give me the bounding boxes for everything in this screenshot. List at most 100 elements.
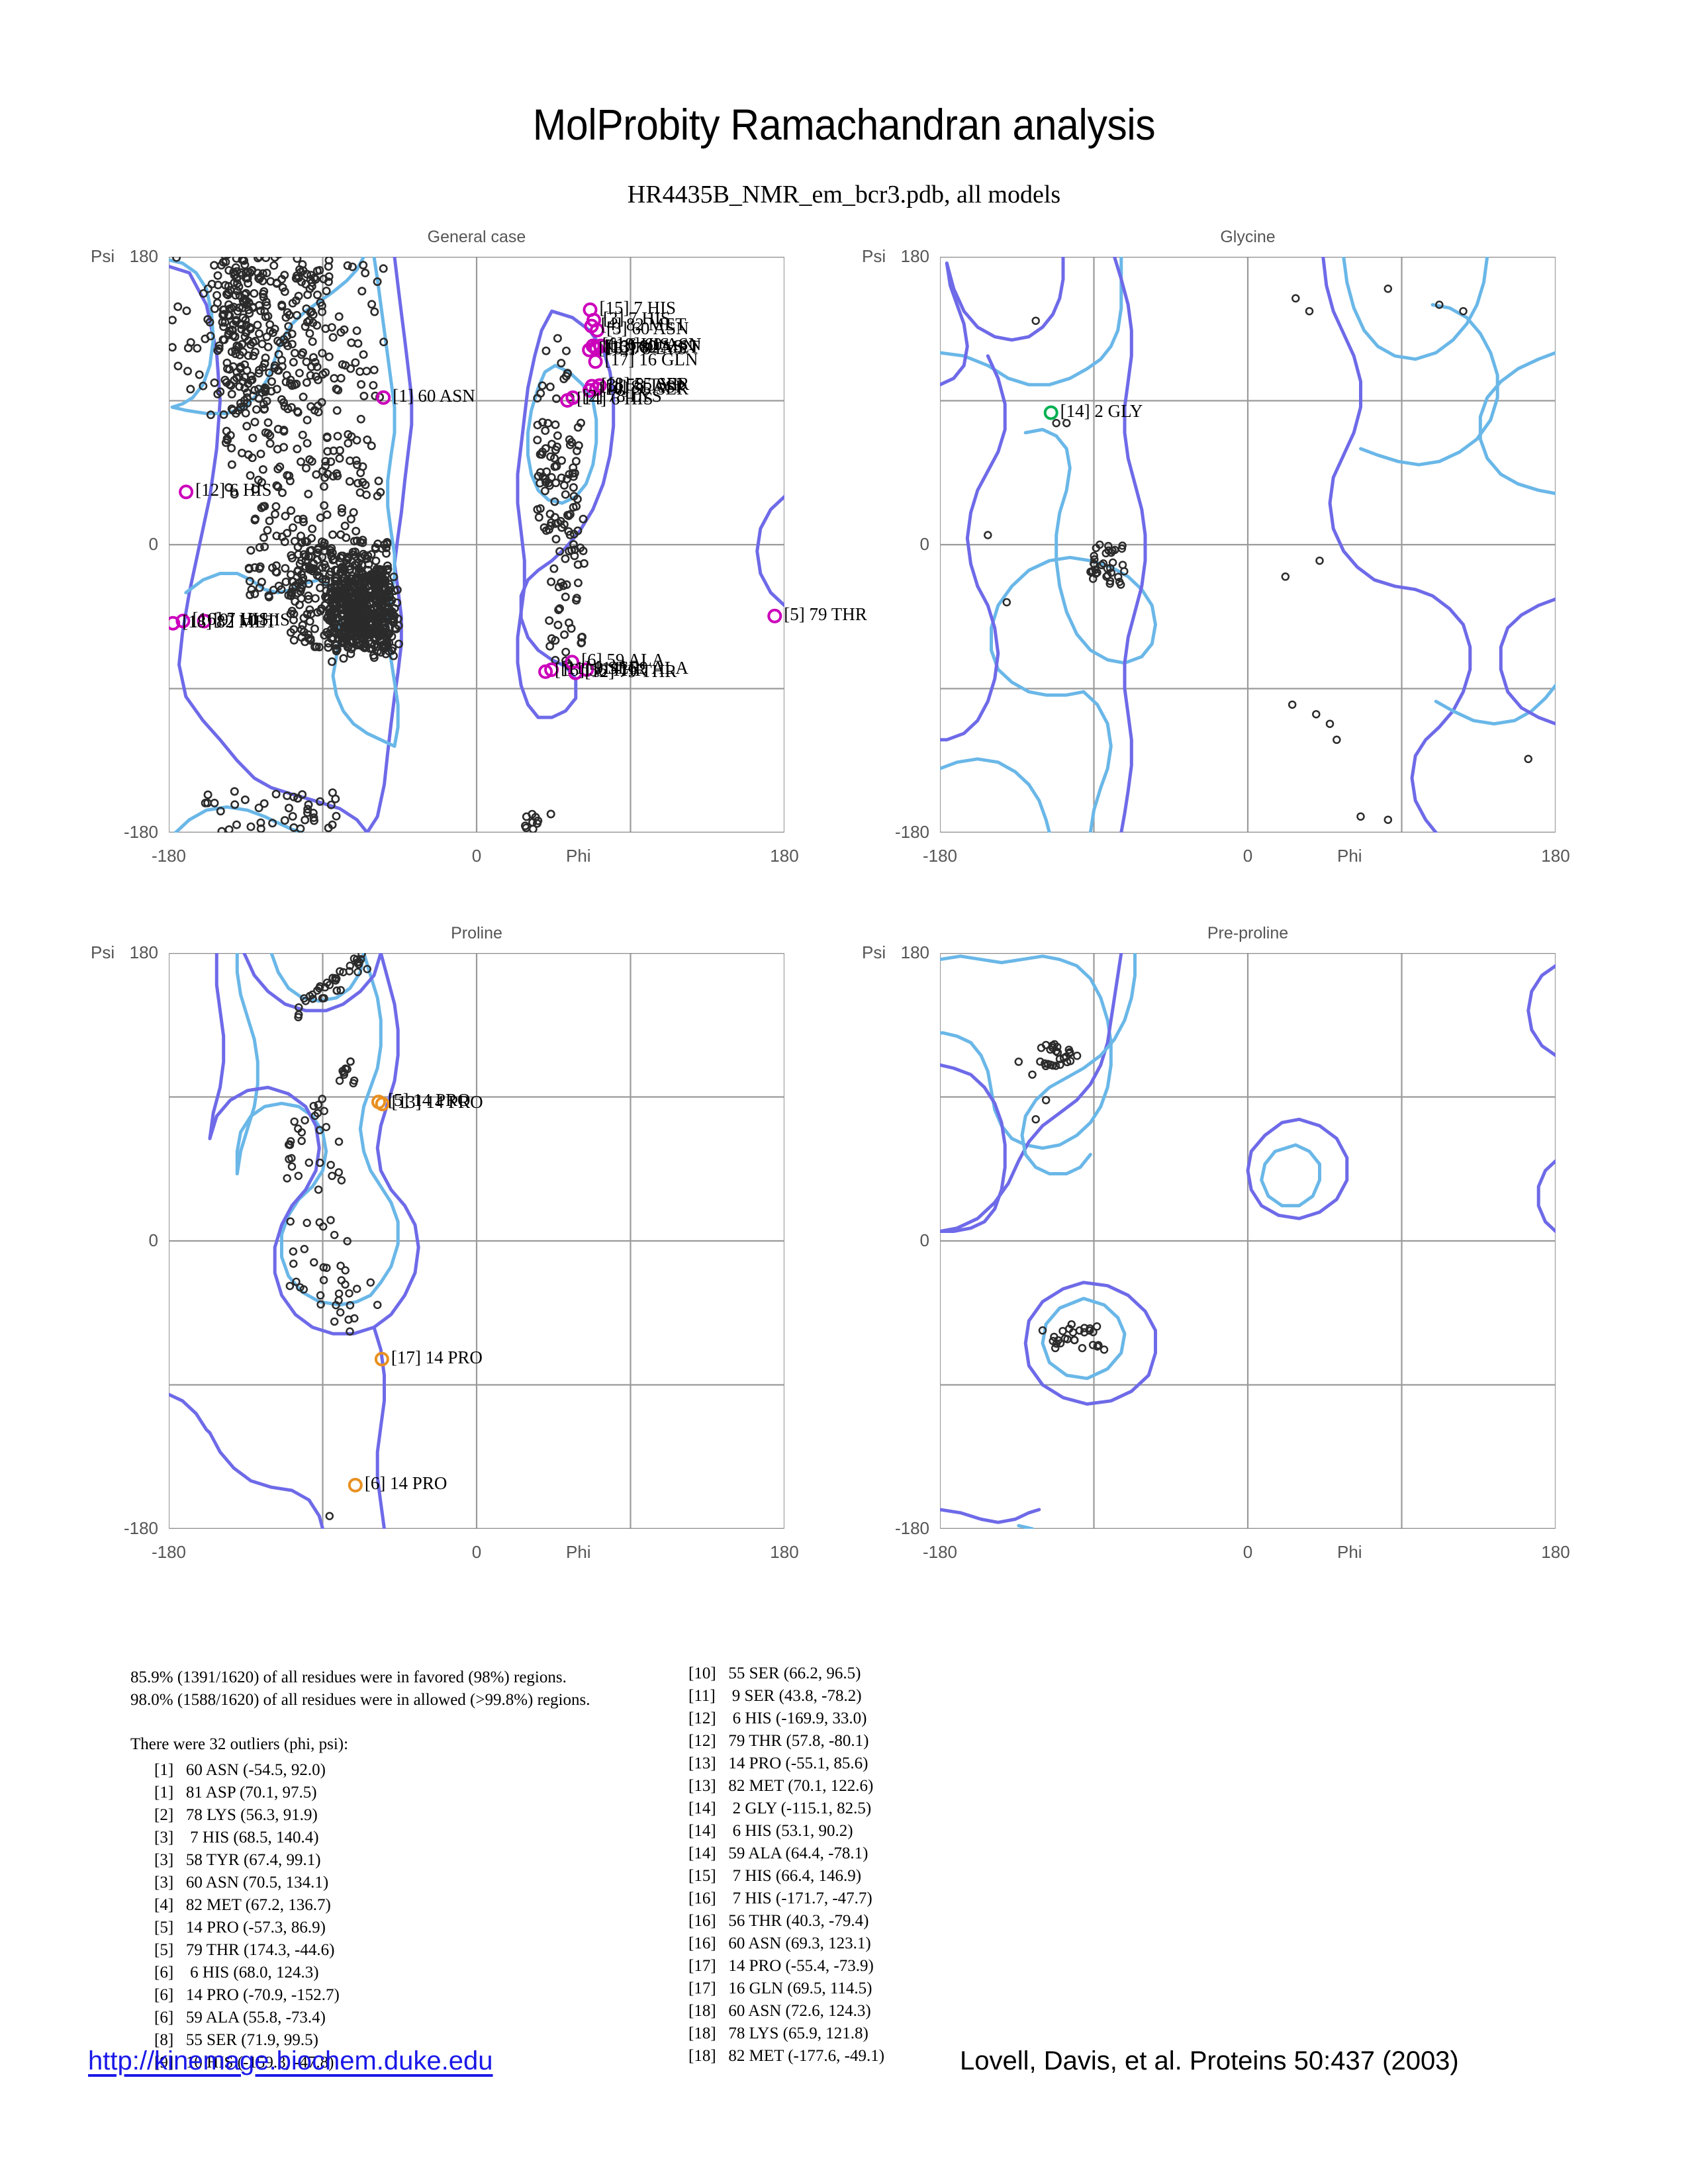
data-point	[348, 262, 357, 271]
outlier-marker[interactable]	[376, 390, 391, 405]
data-point	[289, 523, 298, 532]
data-point	[361, 268, 370, 277]
outlier-marker[interactable]	[583, 383, 597, 398]
gly-favored-far-right	[1478, 351, 1556, 496]
outlier-marker[interactable]	[375, 1097, 390, 1112]
data-point	[193, 343, 202, 353]
stat-favored: 85.9% (1391/1620) of all residues were i…	[130, 1668, 567, 1686]
data-point	[322, 594, 332, 604]
data-point	[533, 505, 542, 514]
outlier-list-item: [9] 10 HIS (-159.3, -47.8)	[154, 2054, 334, 2071]
data-point	[286, 1217, 295, 1226]
x-tick-preproline-2: 180	[1541, 1542, 1570, 1562]
data-point	[284, 1140, 293, 1149]
data-point	[169, 316, 177, 325]
data-point	[299, 348, 308, 357]
data-point	[346, 962, 355, 970]
data-point	[226, 431, 235, 440]
stat-allowed: 98.0% (1588/1620) of all residues were i…	[130, 1691, 590, 1709]
data-point	[261, 353, 270, 363]
data-point	[335, 1076, 344, 1085]
kinemage-link[interactable]: http://kinemage.biochem.duke.edu	[88, 2046, 493, 2075]
outlier-marker[interactable]	[374, 1351, 389, 1367]
data-point	[1066, 1056, 1075, 1066]
data-point	[299, 392, 308, 402]
data-point	[1060, 1334, 1070, 1343]
data-point	[222, 426, 231, 435]
data-point	[307, 307, 316, 316]
outlier-marker[interactable]	[560, 393, 575, 408]
data-point	[286, 628, 295, 637]
data-point	[549, 564, 559, 573]
outlier-marker[interactable]	[589, 381, 604, 396]
outlier-marker[interactable]	[588, 354, 603, 369]
gly-allowed-right-inner	[1321, 257, 1417, 592]
data-point	[214, 344, 224, 353]
data-point	[338, 603, 348, 612]
data-point	[552, 442, 561, 451]
data-point	[254, 269, 263, 278]
data-point	[268, 328, 277, 338]
data-points-layer	[169, 257, 588, 833]
data-point	[234, 406, 243, 415]
data-point	[541, 526, 551, 535]
data-point	[352, 326, 361, 336]
x-axis-label-glycine: Phi	[1337, 846, 1362, 866]
data-point	[260, 542, 269, 551]
outlier-list-item: [14] 6 HIS (53.1, 90.2)	[688, 1822, 853, 1840]
pro-allowed-top	[242, 953, 383, 1013]
outlier-marker[interactable]	[348, 1478, 363, 1492]
data-point	[306, 371, 315, 380]
outlier-marker[interactable]	[590, 322, 605, 338]
outlier-marker[interactable]	[582, 342, 597, 357]
data-point	[232, 820, 242, 829]
data-point	[1356, 812, 1365, 821]
y-tick-proline-1: 0	[148, 1230, 158, 1250]
outlier-marker[interactable]	[538, 664, 553, 679]
outlier-marker[interactable]	[1043, 405, 1058, 420]
data-point	[254, 369, 263, 378]
data-point	[254, 803, 263, 813]
data-point	[1072, 1052, 1082, 1060]
data-point	[1014, 1058, 1023, 1066]
data-point	[389, 651, 398, 660]
data-point	[547, 577, 556, 586]
outlier-list-item: [12] 6 HIS (-169.9, 33.0)	[688, 1709, 867, 1727]
data-point	[360, 618, 369, 627]
data-point	[305, 316, 314, 325]
data-point	[342, 555, 351, 565]
data-point	[557, 578, 566, 587]
data-point	[348, 547, 357, 557]
outlier-marker[interactable]	[179, 484, 194, 500]
data-points-layer	[1014, 1040, 1109, 1354]
data-point	[541, 426, 550, 435]
data-point	[325, 1512, 334, 1520]
data-point	[297, 633, 306, 642]
data-point	[344, 586, 353, 596]
outlier-marker[interactable]	[568, 665, 583, 680]
data-point	[288, 811, 297, 821]
outlier-marker[interactable]	[197, 614, 212, 629]
data-point	[303, 1218, 311, 1228]
data-point	[318, 349, 327, 358]
data-point	[265, 320, 275, 329]
data-point	[549, 453, 559, 463]
data-point	[334, 1137, 344, 1146]
data-point	[305, 565, 314, 574]
data-point	[221, 438, 230, 447]
data-point	[232, 341, 242, 350]
data-point	[240, 257, 249, 265]
data-point	[352, 536, 361, 545]
data-point	[242, 296, 251, 305]
data-point	[569, 482, 578, 492]
outlier-marker[interactable]	[767, 608, 782, 623]
data-point	[344, 577, 353, 586]
data-point	[565, 530, 575, 539]
outlier-marker[interactable]	[169, 615, 181, 631]
data-point	[305, 329, 314, 338]
data-point	[299, 573, 308, 582]
outlier-list-item: [14] 2 GLY (-115.1, 82.5)	[688, 1799, 872, 1817]
data-point	[345, 1289, 353, 1298]
x-tick-preproline-1: 0	[1243, 1542, 1253, 1562]
data-point	[186, 338, 195, 347]
